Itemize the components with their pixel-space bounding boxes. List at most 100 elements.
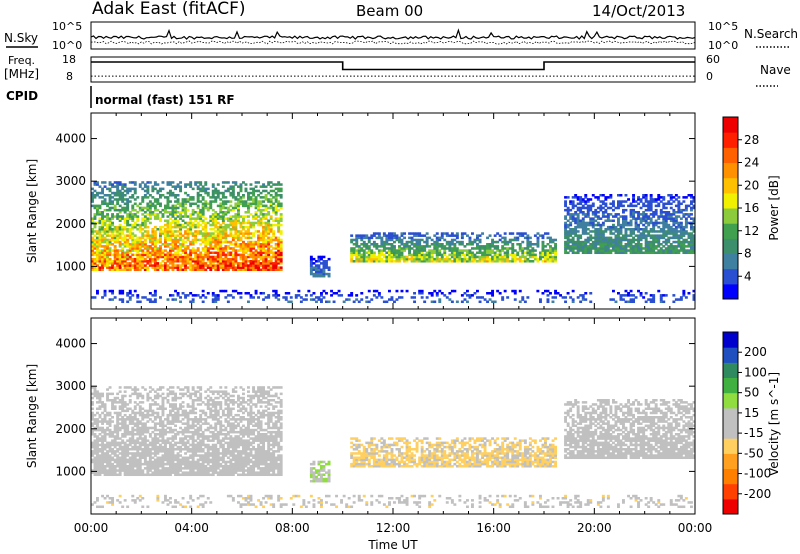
echo-cell (93, 221, 97, 225)
echo-cell (627, 238, 631, 242)
echo-cell (370, 298, 374, 301)
echo-cell (518, 247, 522, 250)
echo-cell (166, 221, 170, 225)
echo-cell (612, 228, 615, 231)
echo-cell (320, 292, 323, 295)
echo-cell (584, 232, 588, 235)
echo-cell (229, 215, 233, 218)
echo-cell (176, 247, 180, 250)
echo-cell (179, 223, 183, 227)
echo-cell (146, 249, 150, 252)
echo-cell (141, 245, 145, 248)
echo-cell (113, 230, 117, 233)
echo-cell (644, 243, 648, 246)
echo-cell (413, 238, 417, 242)
echo-cell (224, 289, 228, 293)
echo-cell (513, 253, 517, 257)
echo-cell (468, 294, 472, 297)
echo-cell (682, 225, 686, 229)
echo-cell (133, 416, 137, 419)
echo-cell (247, 219, 250, 223)
station-title: Adak East (fitACF) (92, 0, 246, 19)
echo-cell (377, 251, 381, 255)
echo-cell (111, 420, 115, 423)
echo-cell (674, 217, 678, 220)
echo-cell (91, 266, 94, 269)
echo-cell (131, 234, 135, 237)
echo-cell (229, 264, 233, 267)
echo-cell (148, 213, 152, 216)
echo-cell (143, 245, 147, 248)
echo-cell (106, 194, 110, 197)
echo-cell (199, 194, 203, 197)
echo-cell (118, 262, 122, 265)
echo-cell (98, 204, 102, 208)
echo-cell (196, 221, 200, 225)
echo-cell (191, 251, 195, 255)
echo-cell (687, 236, 691, 240)
echo-cell (385, 234, 389, 237)
echo-cell (513, 255, 517, 259)
echo-cell (98, 240, 102, 244)
echo-cell (113, 185, 117, 188)
echo-cell (526, 249, 530, 252)
echo-cell (133, 202, 137, 206)
echo-cell (390, 234, 394, 237)
echo-cell (652, 200, 656, 203)
echo-cell (186, 232, 190, 235)
echo-cell (629, 240, 633, 244)
echo-cell (584, 194, 588, 197)
echo-cell (229, 217, 233, 220)
echo-cell (118, 448, 122, 451)
echo-cell (126, 208, 130, 212)
echo-cell (93, 196, 97, 199)
echo-cell (206, 191, 210, 195)
echo-cell (262, 264, 266, 267)
echo-cell (667, 230, 671, 233)
echo-cell (269, 204, 273, 208)
echo-cell (164, 232, 167, 235)
echo-cell (450, 234, 454, 237)
echo-cell (221, 230, 225, 233)
echo-cell (214, 300, 218, 304)
echo-cell (128, 401, 132, 404)
echo-cell (549, 245, 552, 248)
echo-cell (415, 253, 419, 257)
echo-cell (151, 187, 155, 191)
echo-cell (642, 196, 646, 199)
echo-cell (564, 296, 568, 299)
echo-cell (690, 234, 693, 237)
echo-cell (574, 228, 578, 231)
echo-cell (116, 433, 120, 436)
echo-cell (350, 240, 354, 244)
echo-cell (151, 213, 155, 216)
echo-cell (181, 208, 185, 212)
freq-label: Freq. (8, 54, 35, 67)
echo-cell (564, 204, 568, 208)
echo-cell (458, 253, 462, 257)
echo-cell (123, 394, 127, 398)
echo-cell (664, 232, 668, 235)
echo-cell (96, 240, 99, 244)
echo-cell (118, 232, 122, 235)
echo-cell (247, 236, 250, 240)
echo-cell (131, 215, 135, 218)
echo-cell (214, 221, 218, 225)
echo-cell (269, 200, 273, 203)
echo-cell (309, 257, 313, 261)
echo-cell (564, 196, 568, 199)
echo-cell (244, 189, 248, 193)
echo-cell (106, 441, 110, 445)
echo-cell (141, 255, 145, 259)
echo-cell (153, 294, 157, 297)
echo-cell (133, 473, 137, 477)
echo-cell (438, 243, 442, 246)
echo-cell (103, 448, 107, 451)
echo-cell (659, 228, 663, 231)
echo-cell (169, 249, 172, 252)
echo-cell (206, 251, 210, 255)
echo-cell (596, 251, 600, 255)
echo-cell (138, 245, 142, 248)
echo-cell (221, 249, 225, 252)
echo-cell (96, 232, 99, 235)
